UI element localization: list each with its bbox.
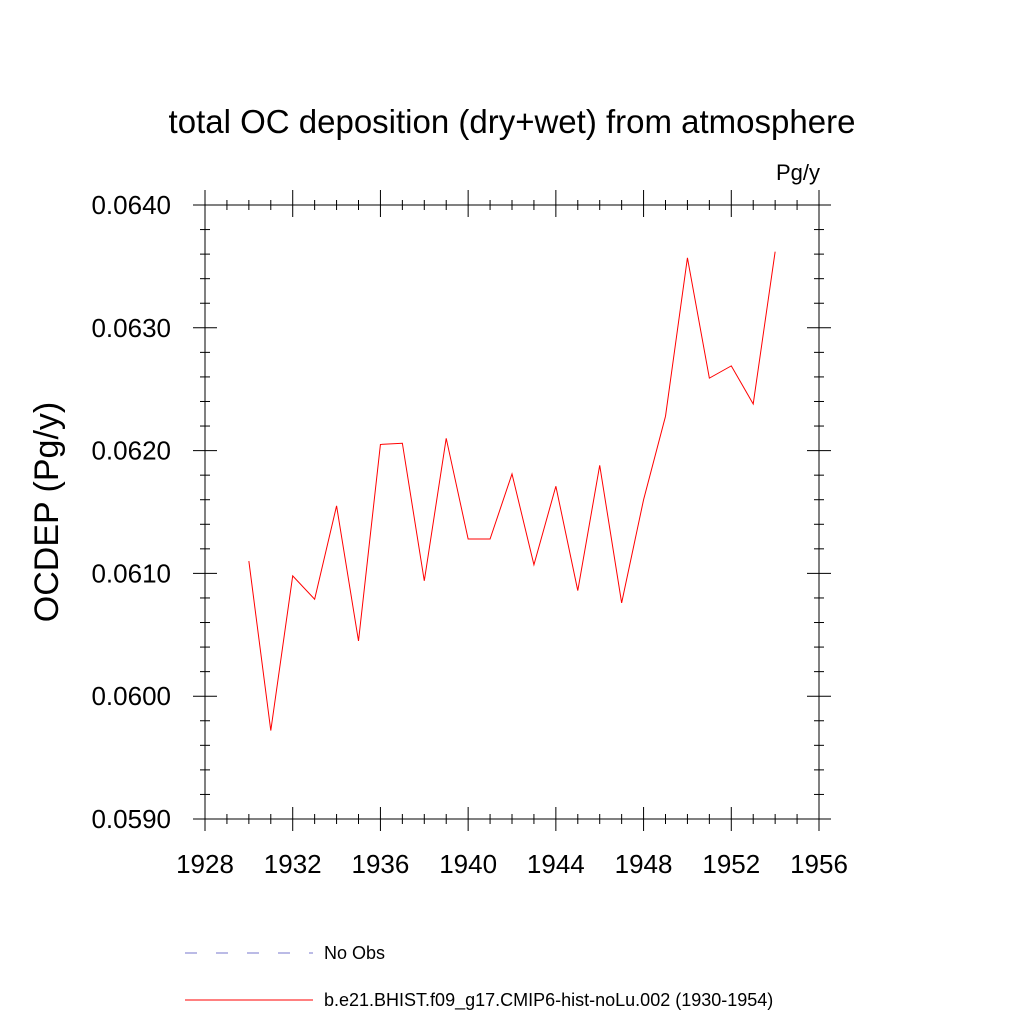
- x-tick-label: 1952: [702, 849, 760, 879]
- legend-label-model: b.e21.BHIST.f09_g17.CMIP6-hist-noLu.002 …: [324, 990, 773, 1011]
- y-tick-label: 0.0600: [91, 681, 171, 711]
- y-axis-label: OCDEP (Pg/y): [28, 402, 66, 622]
- axis-ticks: [193, 190, 831, 831]
- y-tick-label: 0.0590: [91, 804, 171, 834]
- x-tick-label: 1940: [439, 849, 497, 879]
- data-series: [248, 251, 776, 731]
- series-line: [248, 251, 776, 731]
- y-tick-label: 0.0630: [91, 313, 171, 343]
- x-tick-label: 1936: [352, 849, 410, 879]
- chart-title: total OC deposition (dry+wet) from atmos…: [169, 103, 856, 140]
- y-tick-label: 0.0610: [91, 558, 171, 588]
- legend-label-no-obs: No Obs: [324, 943, 385, 963]
- legend: No Obs b.e21.BHIST.f09_g17.CMIP6-hist-no…: [185, 943, 773, 1011]
- x-tick-label: 1932: [264, 849, 322, 879]
- y-tick-label: 0.0640: [91, 190, 171, 220]
- x-tick-label: 1928: [176, 849, 234, 879]
- x-tick-label: 1944: [527, 849, 585, 879]
- plot-frame: [204, 204, 820, 820]
- x-tick-label: 1948: [615, 849, 673, 879]
- units-label: Pg/y: [776, 160, 820, 185]
- axis-tick-labels: 1928 1932 1936 1940 1944 1948 1952 1956 0.0590 0.…: [91, 190, 847, 879]
- x-tick-label: 1956: [790, 849, 848, 879]
- y-tick-label: 0.0620: [91, 436, 171, 466]
